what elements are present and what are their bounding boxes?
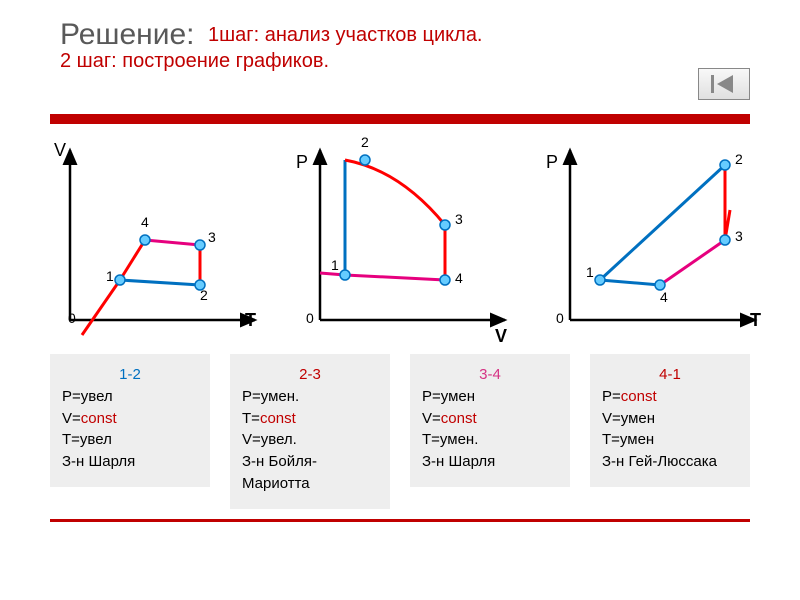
card-line: З-н Гей-Люссака bbox=[602, 451, 738, 473]
cards-row: 1-2P=увелV=constT=увелЗ-н Шарля2-3P=умен… bbox=[50, 354, 750, 574]
card-line: P=увел bbox=[62, 386, 198, 408]
card-line: V=умен bbox=[602, 408, 738, 430]
card-line: V=const bbox=[422, 408, 558, 430]
step2-text: 2 шаг: построение графиков. bbox=[60, 50, 329, 73]
card-line: З-н Бойля-Мариотта bbox=[242, 451, 378, 495]
chart-0: V T 0 1 2 3 4 bbox=[50, 140, 270, 340]
point-label-3: 3 bbox=[735, 228, 743, 244]
point-label-2: 2 bbox=[200, 287, 208, 303]
card-head: 3-4 bbox=[422, 364, 558, 386]
origin-label: 0 bbox=[68, 310, 76, 326]
y-axis-label: P bbox=[546, 152, 558, 173]
point-label-4: 4 bbox=[660, 289, 668, 305]
back-nav-button[interactable] bbox=[698, 68, 750, 100]
chart-2: PT01234 bbox=[550, 140, 770, 340]
skip-back-icon bbox=[709, 74, 739, 94]
title: Решение: bbox=[60, 18, 194, 52]
divider-bar bbox=[50, 114, 750, 124]
point-label-4: 4 bbox=[455, 270, 463, 286]
card-line: V=const bbox=[62, 408, 198, 430]
process-card-4-1: 4-1P=constV=уменT=уменЗ-н Гей-Люссака bbox=[590, 354, 750, 487]
chart-svg bbox=[300, 140, 520, 340]
origin-label: 0 bbox=[306, 310, 314, 326]
charts-row: V T 0 1 2 3 4 P V 0 1 2 3 4 P T 0 1 2 3 4 bbox=[50, 140, 770, 350]
x-axis-label: T bbox=[245, 310, 256, 331]
point-label-3: 3 bbox=[455, 211, 463, 227]
card-line: P=умен. bbox=[242, 386, 378, 408]
chart-1: PV01234 bbox=[300, 140, 520, 340]
process-card-1-2: 1-2P=увелV=constT=увелЗ-н Шарля bbox=[50, 354, 210, 487]
card-line: T=увел bbox=[62, 429, 198, 451]
y-axis-label: P bbox=[296, 152, 308, 173]
point-label-2: 2 bbox=[735, 151, 743, 167]
card-line: T=const bbox=[242, 408, 378, 430]
step1-text: 1шаг: анализ участков цикла. bbox=[208, 24, 483, 47]
card-line: P=const bbox=[602, 386, 738, 408]
point-label-2: 2 bbox=[361, 134, 369, 150]
card-head: 4-1 bbox=[602, 364, 738, 386]
card-line: T=умен bbox=[602, 429, 738, 451]
cards-underline bbox=[50, 519, 750, 522]
y-axis-label: V bbox=[54, 140, 66, 161]
card-line: P=умен bbox=[422, 386, 558, 408]
process-card-3-4: 3-4P=уменV=constT=умен.З-н Шарля bbox=[410, 354, 570, 487]
point-label-4: 4 bbox=[141, 214, 149, 230]
point-label-1: 1 bbox=[106, 268, 114, 284]
x-axis-label: T bbox=[750, 310, 761, 331]
card-line: З-н Шарля bbox=[422, 451, 558, 473]
card-head: 1-2 bbox=[62, 364, 198, 386]
point-label-1: 1 bbox=[586, 264, 594, 280]
card-line: T=умен. bbox=[422, 429, 558, 451]
card-line: V=увел. bbox=[242, 429, 378, 451]
chart-svg bbox=[50, 140, 270, 340]
point-label-1: 1 bbox=[331, 257, 339, 273]
point-label-3: 3 bbox=[208, 229, 216, 245]
origin-label: 0 bbox=[556, 310, 564, 326]
x-axis-label: V bbox=[495, 326, 507, 347]
card-head: 2-3 bbox=[242, 364, 378, 386]
process-card-2-3: 2-3P=умен.T=constV=увел.З-н Бойля-Мариот… bbox=[230, 354, 390, 509]
card-line: З-н Шарля bbox=[62, 451, 198, 473]
